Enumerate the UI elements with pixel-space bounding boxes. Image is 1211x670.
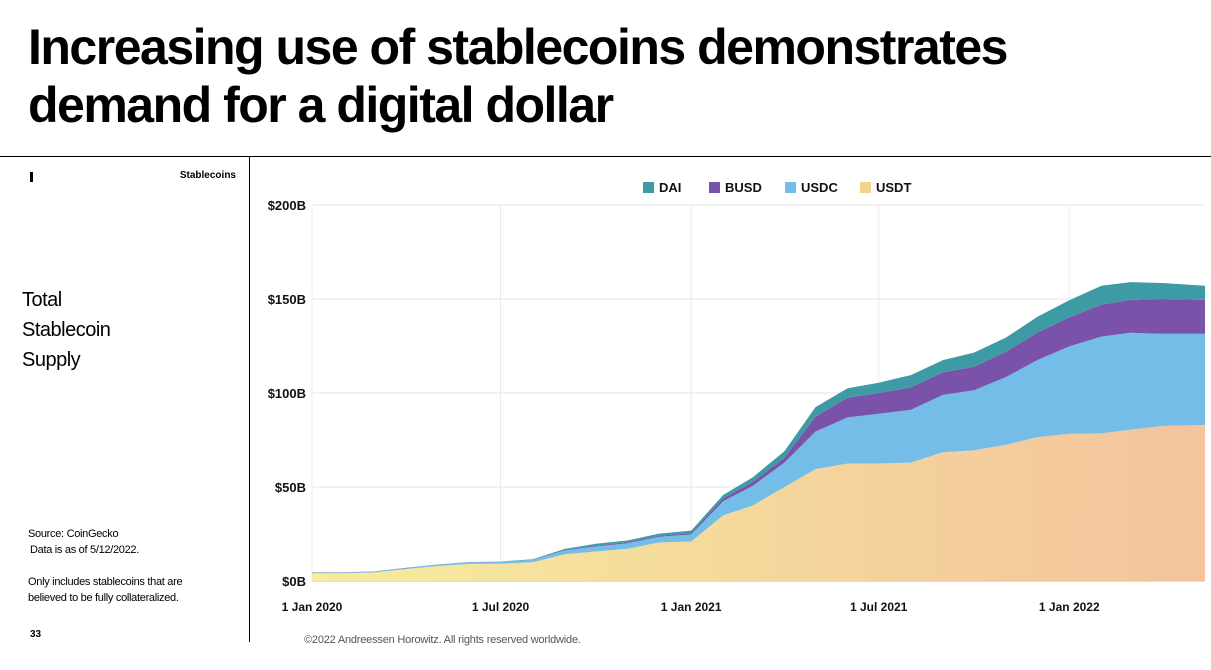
y-tick-label: $150B — [268, 292, 306, 307]
x-tick-label: 1 Jan 2021 — [661, 600, 722, 614]
legend-label-dai: DAI — [659, 180, 681, 195]
x-tick-label: 1 Jan 2022 — [1039, 600, 1100, 614]
chart-areas — [312, 282, 1205, 581]
source-note: Source: CoinGecko Data is as of 5/12/202… — [28, 526, 139, 558]
vertical-divider — [249, 156, 250, 642]
collateral-note: Only includes stablecoins that are belie… — [28, 574, 228, 606]
legend-label-usdc: USDC — [801, 180, 838, 195]
y-tick-label: $200B — [268, 198, 306, 213]
y-axis: $0B $50B $100B $150B $200B — [268, 198, 306, 589]
area-dai — [312, 282, 1205, 573]
section-label: Stablecoins — [179, 170, 236, 181]
area-busd — [312, 299, 1205, 573]
y-tick-label: $0B — [282, 574, 306, 589]
page-number: 33 — [30, 629, 42, 640]
note-line-1: Only includes stablecoins that are — [28, 576, 183, 588]
area-usdc — [312, 332, 1205, 574]
legend-swatch-usdc — [785, 182, 796, 193]
subtitle-line-1: Total — [22, 289, 62, 311]
page-title: Increasing use of stablecoins demonstrat… — [28, 18, 1198, 134]
x-tick-label: 1 Jul 2021 — [850, 600, 908, 614]
legend-swatch-dai — [643, 182, 654, 193]
legend-label-busd: BUSD — [725, 180, 762, 195]
source-line-1: Source: CoinGecko — [28, 528, 119, 540]
y-tick-label: $100B — [268, 386, 306, 401]
legend-label-usdt: USDT — [876, 180, 911, 195]
top-divider — [0, 156, 1211, 157]
section-marker — [30, 172, 33, 182]
note-line-2: believed to be fully collateralized. — [28, 592, 179, 604]
x-tick-label: 1 Jul 2020 — [472, 600, 530, 614]
x-axis: 1 Jan 2020 1 Jul 2020 1 Jan 2021 1 Jul 2021… — [282, 600, 1100, 614]
x-tick-label: 1 Jan 2020 — [282, 600, 343, 614]
subtitle-line-3: Supply — [22, 349, 81, 371]
y-tick-label: $50B — [275, 480, 306, 495]
chart-subtitle: Total Stablecoin Supply — [22, 285, 222, 375]
title-line-1: Increasing use of stablecoins demonstrat… — [28, 19, 1009, 75]
legend-swatch-usdt — [860, 182, 871, 193]
subtitle-line-2: Stablecoin — [22, 319, 111, 341]
source-line-2: Data is as of 5/12/2022. — [30, 544, 139, 556]
copyright-footer: ©2022 Andreessen Horowitz. All rights re… — [304, 634, 581, 646]
chart-legend: DAI BUSD USDC USDT — [643, 180, 911, 195]
legend-swatch-busd — [709, 182, 720, 193]
area-usdt — [312, 425, 1205, 581]
title-line-2: demand for a digital dollar — [28, 77, 614, 133]
stablecoin-supply-chart: $0B $50B $100B $150B $200B 1 Jan 2020 1 Jul 2… — [268, 180, 1205, 614]
